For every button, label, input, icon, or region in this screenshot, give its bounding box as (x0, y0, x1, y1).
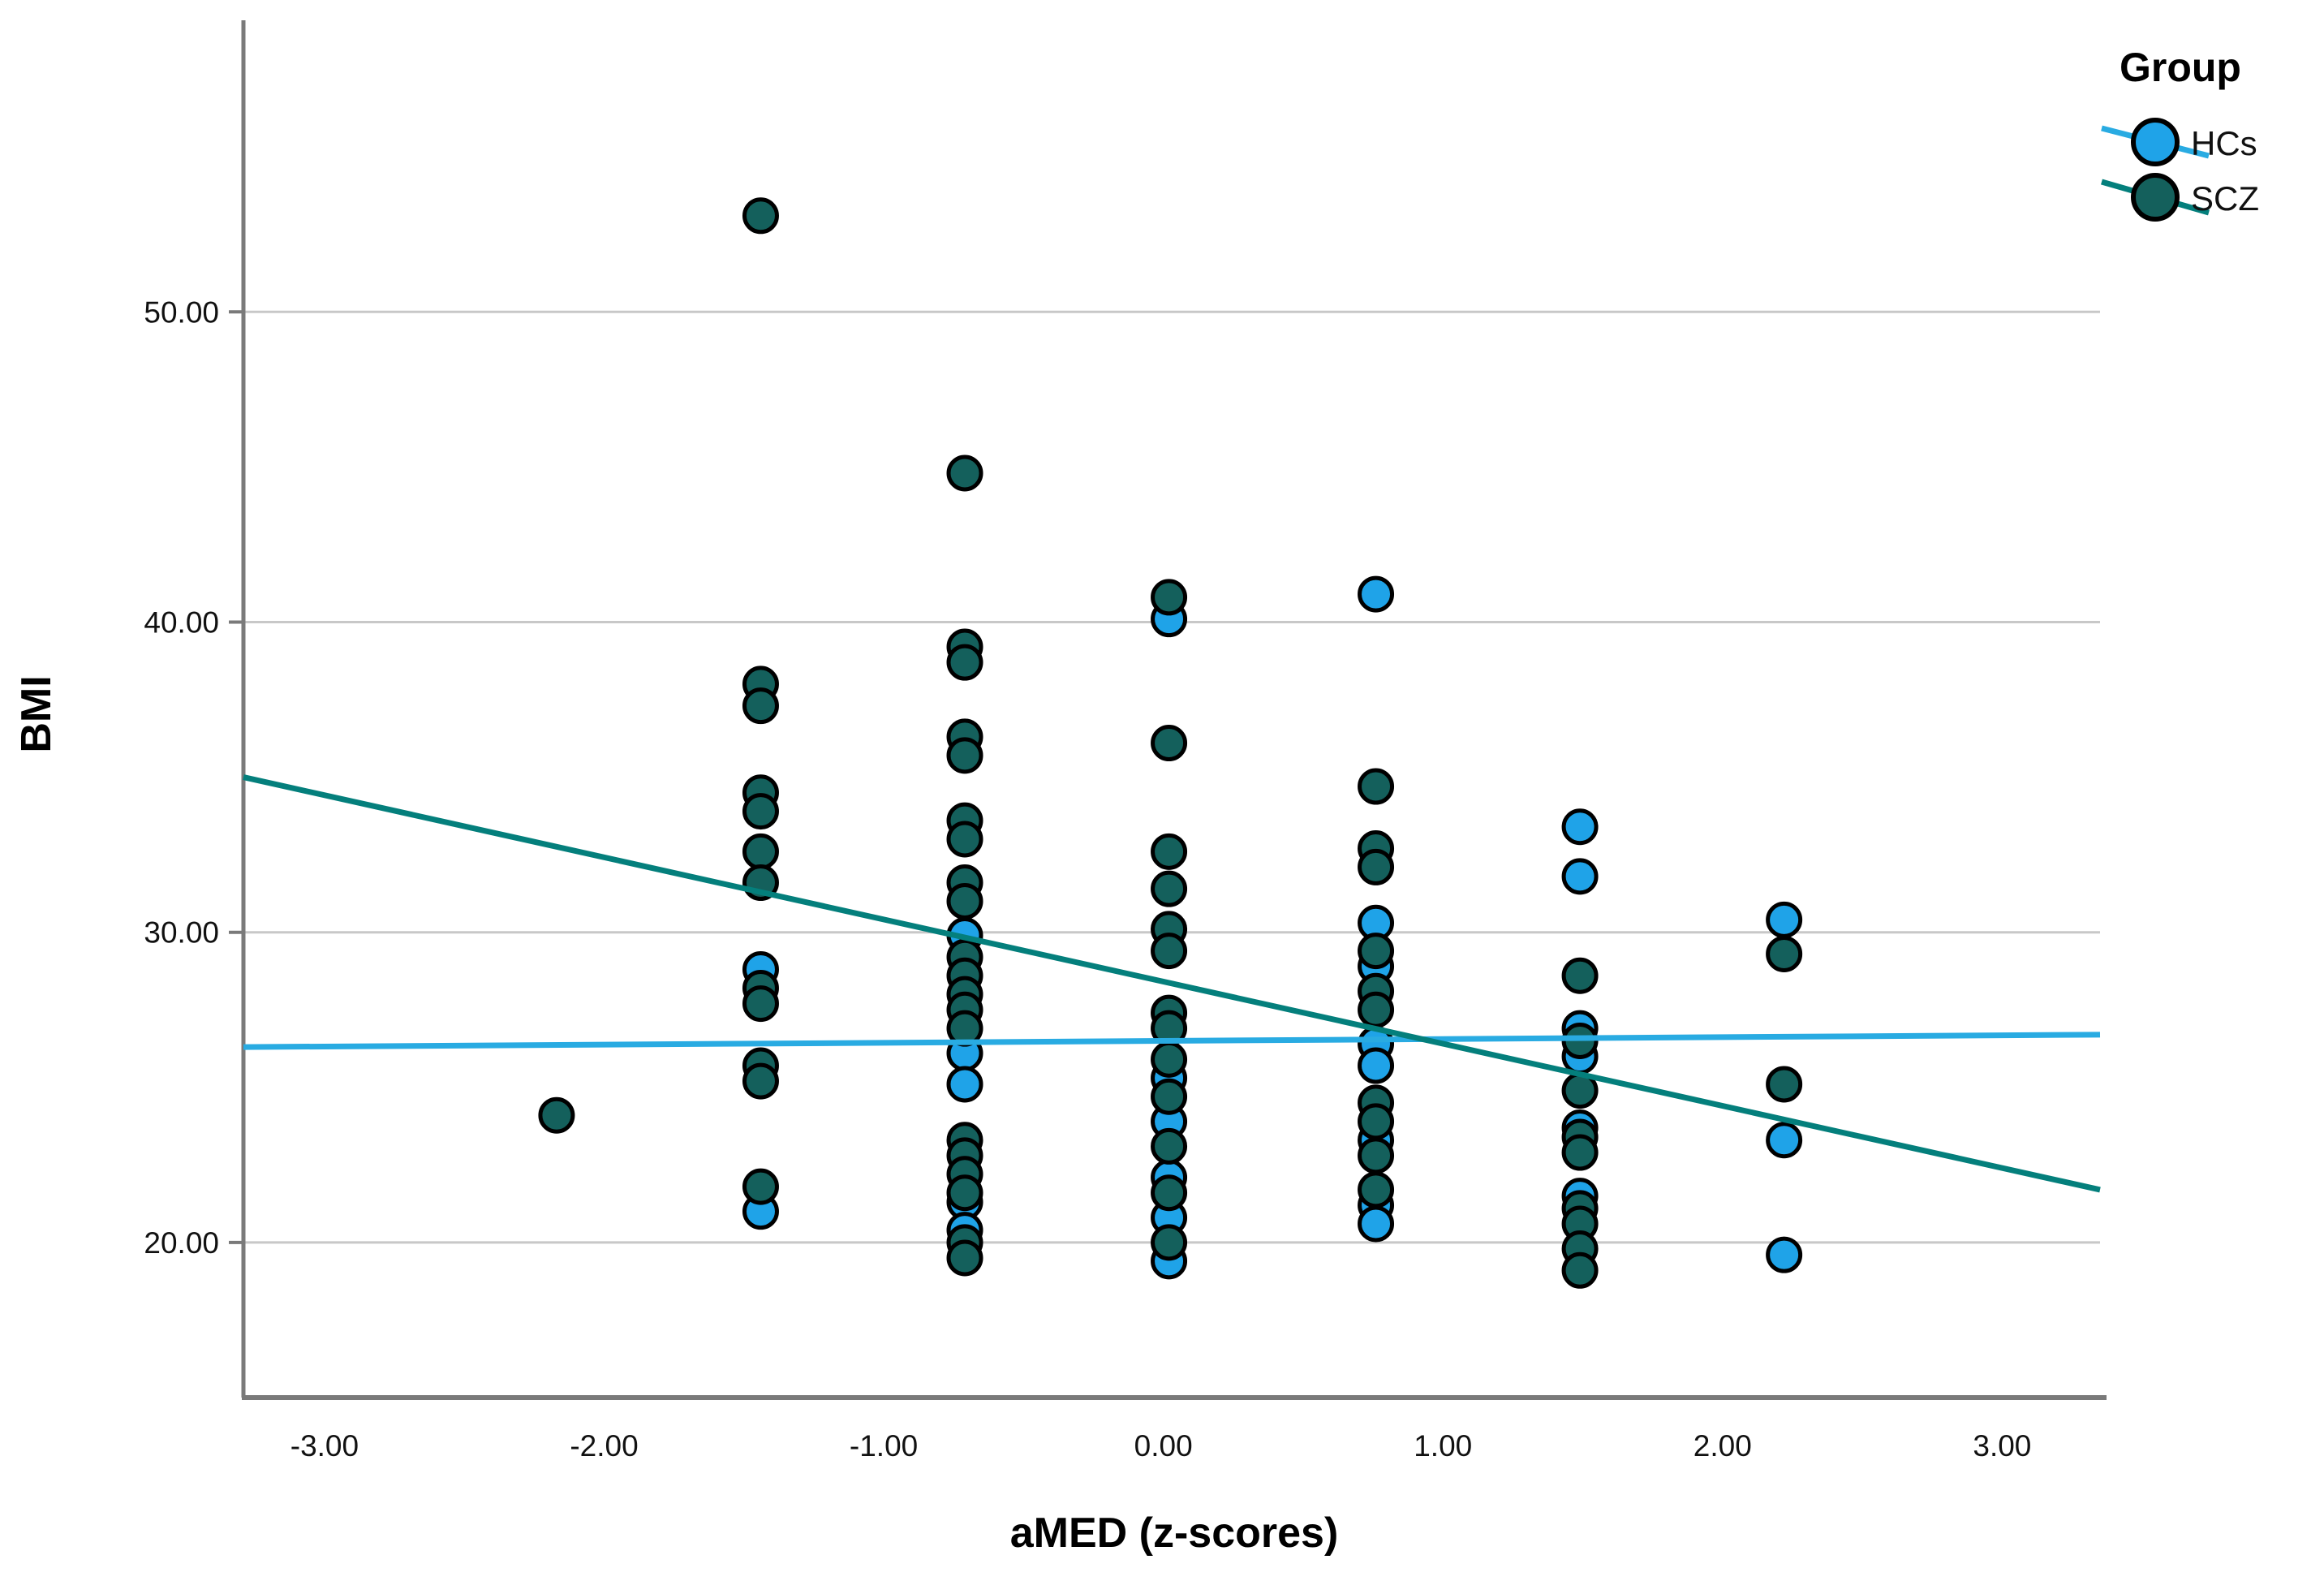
x-tick-label: -1.00 (850, 1429, 918, 1463)
x-tick-label: 0.00 (1134, 1429, 1193, 1463)
data-point-scz (742, 793, 779, 830)
y-tick-label: 50.00 (144, 295, 219, 329)
data-point-scz (742, 833, 779, 870)
legend-hcs-label: HCs (2191, 124, 2257, 162)
data-point-scz (1766, 1066, 1803, 1103)
x-tick-label: -3.00 (290, 1429, 359, 1463)
data-point-scz (1766, 935, 1803, 972)
data-point-hcs (1358, 575, 1395, 613)
legend-scz-label: SCZ (2191, 179, 2259, 218)
data-point-scz (742, 985, 779, 1023)
data-point-scz (1151, 725, 1188, 762)
data-point-scz (1561, 1251, 1599, 1289)
data-point-hcs (1358, 1205, 1395, 1243)
x-tick-label: 3.00 (1973, 1429, 2031, 1463)
y-tick-label: 40.00 (144, 605, 219, 639)
data-point-scz (1358, 933, 1395, 970)
data-point-scz (1358, 1137, 1395, 1174)
y-axis-title: BMI (13, 675, 60, 752)
data-point-scz (946, 454, 983, 492)
legend-entry-hcs: HCs (2101, 118, 2257, 166)
data-point-hcs (1766, 1236, 1803, 1273)
data-point-scz (742, 197, 779, 235)
data-point-scz (1151, 1127, 1188, 1165)
legend-hcs-marker (2131, 118, 2180, 166)
data-point-scz (1358, 991, 1395, 1028)
data-point-scz (1358, 1171, 1395, 1208)
data-point-scz (1561, 957, 1599, 994)
data-point-hcs (946, 1066, 983, 1103)
data-point-scz (742, 1168, 779, 1205)
x-tick-label: 2.00 (1694, 1429, 1752, 1463)
data-point-scz (1358, 848, 1395, 885)
fit-line-scz (243, 774, 2101, 1193)
y-tick-label: 20.00 (144, 1226, 219, 1260)
data-point-scz (1151, 870, 1188, 907)
legend-title: Group (2120, 45, 2241, 90)
x-tick-label: -2.00 (570, 1429, 638, 1463)
data-point-scz (946, 1239, 983, 1277)
data-point-hcs (1766, 901, 1803, 938)
data-point-scz (946, 821, 983, 858)
data-point-hcs (1358, 1047, 1395, 1084)
legend: Group HCs SCZ (2101, 45, 2259, 222)
fit-line-hcs (243, 1032, 2101, 1050)
data-point-scz (742, 687, 779, 725)
data-point-scz (1151, 933, 1188, 970)
data-point-scz (946, 644, 983, 681)
axes (229, 20, 2107, 1400)
data-point-scz (946, 1174, 983, 1212)
data-point-scz (1151, 1078, 1188, 1115)
fit-lines (243, 774, 2101, 1193)
data-point-hcs (1561, 858, 1599, 895)
data-point-scz (742, 1062, 779, 1100)
data-point-scz (1358, 1103, 1395, 1140)
data-point-scz (1561, 1134, 1599, 1171)
data-point-hcs (1766, 1122, 1803, 1159)
data-points (538, 197, 1803, 1289)
y-tick-label: 30.00 (144, 916, 219, 950)
x-tick-label: 1.00 (1414, 1429, 1472, 1463)
legend-scz-marker (2131, 173, 2180, 222)
data-point-scz (1151, 833, 1188, 870)
tick-labels: 20.00 30.00 40.00 50.00 -3.00 -2.00 -1.00 0.00 1… (144, 295, 2031, 1463)
data-point-scz (538, 1096, 575, 1134)
data-point-hcs (1561, 808, 1599, 846)
data-point-scz (1151, 1040, 1188, 1078)
data-point-scz (1151, 1174, 1188, 1212)
data-point-scz (946, 737, 983, 774)
data-point-scz (946, 882, 983, 920)
data-point-scz (1358, 768, 1395, 805)
x-axis-title: aMED (z-scores) (1010, 1510, 1339, 1557)
data-point-scz (1151, 1224, 1188, 1261)
data-point-scz (1151, 579, 1188, 616)
legend-entry-scz: SCZ (2101, 173, 2259, 222)
